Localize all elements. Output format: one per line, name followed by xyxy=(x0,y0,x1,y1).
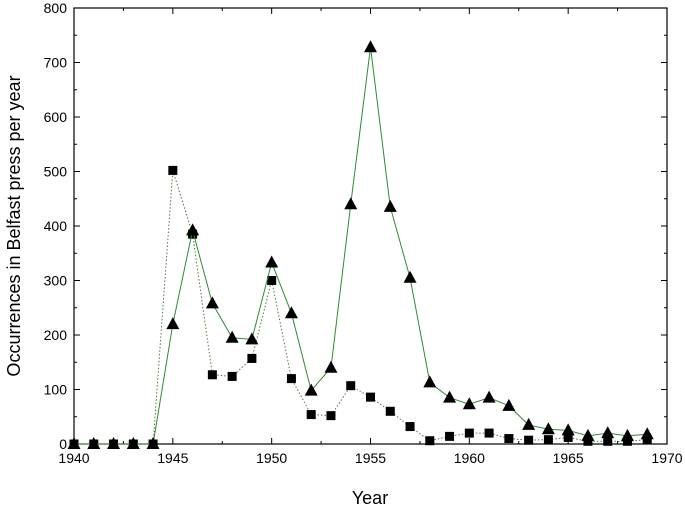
data-point-triangle xyxy=(67,437,81,449)
data-point-square xyxy=(168,165,178,175)
plot-frame xyxy=(73,7,668,445)
data-point-square xyxy=(484,428,494,438)
y-tick-label: 200 xyxy=(44,327,68,343)
y-tick-label: 400 xyxy=(44,218,68,234)
data-point-square xyxy=(425,436,435,446)
data-point-triangle xyxy=(462,397,476,410)
data-point-triangle xyxy=(107,437,121,449)
data-point-triangle xyxy=(640,427,654,440)
series-line xyxy=(74,170,648,445)
x-tick-label: 1965 xyxy=(553,450,584,466)
x-tick-label: 1955 xyxy=(355,450,386,466)
data-point-triangle xyxy=(581,428,595,441)
x-tick-label: 1970 xyxy=(651,450,682,466)
data-point-square xyxy=(366,392,375,402)
data-point-triangle xyxy=(620,428,634,441)
data-point-square xyxy=(286,374,296,384)
data-point-square xyxy=(306,410,316,420)
data-point-square xyxy=(346,381,356,391)
y-tick-label: 100 xyxy=(44,382,68,398)
data-point-triangle xyxy=(87,437,101,449)
data-point-triangle xyxy=(403,270,417,283)
data-point-triangle xyxy=(482,390,496,403)
x-tick-label: 1940 xyxy=(58,450,89,466)
x-tick-label: 1950 xyxy=(256,450,287,466)
y-tick-label: 800 xyxy=(44,0,68,16)
y-axis: 0 100 200 300 400 500 600 700 800 xyxy=(44,0,667,452)
data-point-triangle xyxy=(324,360,338,373)
data-point-triangle xyxy=(383,199,397,212)
data-point-square xyxy=(445,431,455,441)
data-point-square xyxy=(543,435,553,445)
data-point-square xyxy=(504,434,514,444)
y-tick-label: 700 xyxy=(44,55,68,71)
data-point-triangle xyxy=(541,422,555,435)
data-point-square xyxy=(385,406,395,416)
data-point-triangle xyxy=(522,417,536,430)
y-axis-label: Occurrences in Belfast press per year xyxy=(4,75,24,376)
series-square xyxy=(69,165,652,449)
data-point-triangle xyxy=(502,398,516,411)
data-point-triangle xyxy=(423,375,437,388)
data-point-triangle xyxy=(186,223,200,236)
data-point-square xyxy=(563,432,573,442)
data-point-square xyxy=(642,435,652,445)
data-point-triangle xyxy=(225,330,239,343)
data-point-square xyxy=(207,370,217,380)
data-point-square xyxy=(326,411,336,421)
data-point-triangle xyxy=(364,40,377,53)
y-tick-label: 300 xyxy=(44,273,68,289)
data-point-triangle xyxy=(166,317,180,330)
y-tick-label: 500 xyxy=(44,164,68,180)
y-tick-label: 600 xyxy=(44,109,68,125)
data-point-triangle xyxy=(561,423,575,436)
data-point-triangle xyxy=(245,332,259,345)
data-point-square xyxy=(464,428,474,438)
data-point-square xyxy=(227,371,237,381)
y-tick-label: 0 xyxy=(59,436,67,452)
data-point-triangle xyxy=(601,426,615,439)
data-point-triangle xyxy=(265,255,279,268)
data-point-triangle xyxy=(344,197,358,210)
data-point-triangle xyxy=(146,437,160,449)
series-triangle xyxy=(67,40,654,449)
x-tick-label: 1945 xyxy=(157,450,188,466)
data-point-triangle xyxy=(443,390,457,403)
data-point-triangle xyxy=(205,296,219,309)
data-point-square xyxy=(405,422,415,432)
x-axis: 1940 1945 1950 1955 1960 1965 1970 xyxy=(58,8,683,466)
data-point-square xyxy=(267,276,277,285)
data-point-triangle xyxy=(304,383,318,396)
data-point-square xyxy=(583,436,593,446)
data-point-square xyxy=(524,435,534,445)
data-point-triangle xyxy=(284,306,298,319)
data-point-square xyxy=(247,353,257,363)
x-tick-label: 1960 xyxy=(454,450,485,466)
series-line xyxy=(74,47,648,445)
data-point-triangle xyxy=(126,437,140,449)
series-layer xyxy=(67,40,654,449)
data-point-square xyxy=(622,436,632,446)
data-point-square xyxy=(603,436,613,446)
x-axis-label: Year xyxy=(352,488,388,508)
